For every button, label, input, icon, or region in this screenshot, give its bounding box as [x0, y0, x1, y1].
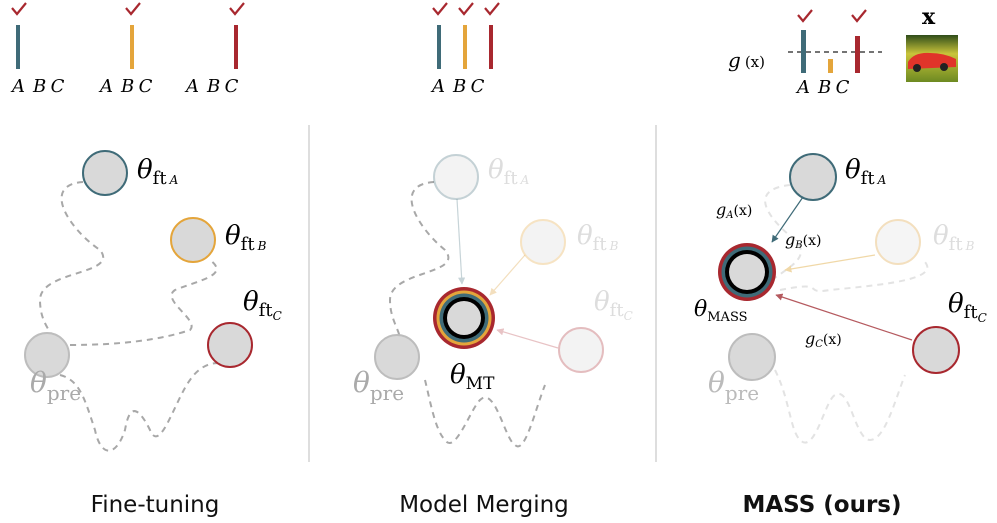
- theta-pre-node: [374, 334, 420, 380]
- bar-b: [130, 25, 134, 69]
- svg-text:ABC: ABC: [184, 76, 239, 97]
- check-icon: [229, 2, 245, 16]
- caption-mass: MASS (ours): [742, 492, 901, 518]
- theta-ft-a-node: [82, 150, 128, 196]
- router-label: g (x): [728, 48, 765, 72]
- g-b-label: gB(x): [785, 230, 821, 251]
- theta-ft-b-node: [170, 217, 216, 263]
- g-c-label: gC(x): [805, 329, 842, 350]
- check-icon: [484, 2, 500, 16]
- bar-c: [234, 25, 238, 69]
- svg-text:ABC: ABC: [98, 76, 153, 97]
- route-arrow-c: [775, 293, 913, 341]
- input-label: x: [922, 4, 936, 30]
- theta-ft-a-node: [433, 154, 479, 200]
- g-a-label: gA(x): [716, 200, 752, 221]
- svg-text:θpre: θpre: [708, 366, 759, 405]
- route-arrow-b: [784, 254, 876, 273]
- svg-text:ABC: ABC: [10, 76, 65, 97]
- check-icon: [11, 2, 27, 16]
- svg-text:θftC: θftC: [948, 289, 987, 325]
- check-icon: [797, 9, 813, 23]
- svg-text:θftC: θftC: [594, 287, 633, 323]
- theta-ft-c-node: [912, 326, 960, 374]
- route-arrow-a: [771, 196, 804, 243]
- theta-pre-node: [24, 332, 70, 378]
- theta-ft-a-node: [789, 153, 837, 201]
- svg-text:θMASS: θMASS: [694, 297, 748, 325]
- svg-text:ABC: ABC: [795, 77, 850, 98]
- caption-model-merging: Model Merging: [399, 492, 569, 518]
- svg-text:θMT: θMT: [450, 360, 495, 394]
- fine-tuning-panel: θft A θft B θftC θpre Fine-tuning: [24, 150, 282, 518]
- theta-mass-node: [718, 243, 776, 301]
- theta-mt-node: [433, 287, 495, 349]
- svg-text:ABC: ABC: [430, 76, 485, 97]
- check-icon: [458, 2, 474, 16]
- svg-text:θftC: θftC: [243, 287, 282, 323]
- model-merging-panel: θft A θft B θftC θMT θpre Model Merging: [353, 154, 633, 518]
- mass-panel: θft A θft B θftC gA(x) gB(x) gC(x) θMASS θ…: [694, 153, 987, 518]
- input-image: [906, 35, 958, 82]
- check-icon: [851, 9, 867, 23]
- theta-ft-b-node: [875, 219, 921, 265]
- theta-pre-node: [728, 333, 776, 381]
- theta-ft-c-node: [558, 327, 604, 373]
- bar-a: [16, 25, 20, 69]
- theta-ft-c-node: [207, 322, 253, 368]
- svg-text:θpre: θpre: [30, 366, 81, 405]
- svg-text:θpre: θpre: [353, 366, 404, 405]
- caption-fine-tuning: Fine-tuning: [91, 492, 220, 518]
- theta-ft-b-node: [520, 219, 566, 265]
- check-icon: [125, 2, 141, 16]
- check-icon: [432, 2, 448, 16]
